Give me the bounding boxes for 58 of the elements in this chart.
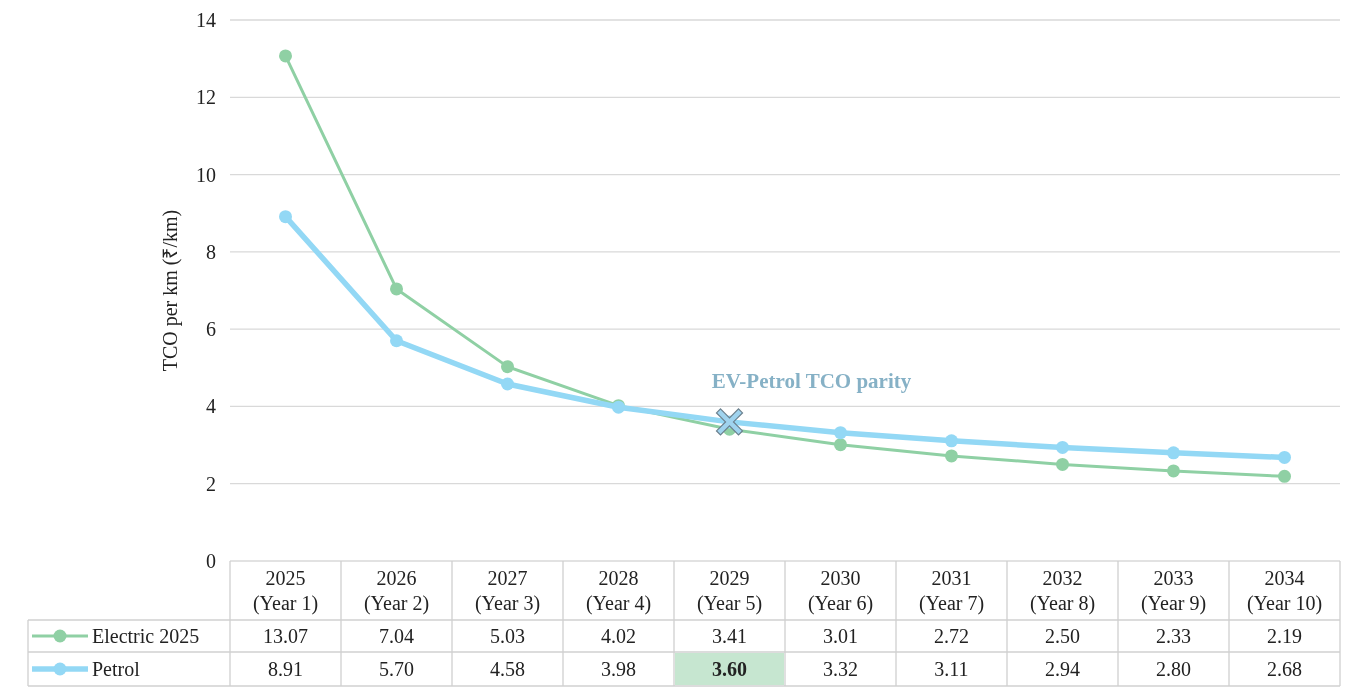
x-tick-label: 2025 (Year 1)	[252, 567, 319, 615]
point	[279, 49, 292, 63]
x-tick-label: 2026 (Year 2)	[363, 567, 430, 615]
data-label: 13.07	[263, 625, 308, 647]
y-tick-label: 4	[206, 395, 216, 418]
y-tick-label: 6	[206, 318, 216, 341]
point	[834, 426, 847, 440]
data-label: 2.50	[1045, 625, 1080, 647]
x-tick-label: 2033 (Year 9)	[1140, 567, 1207, 615]
x-tick-label: 2034 (Year 10)	[1246, 567, 1323, 615]
y-tick-label: 8	[206, 240, 216, 263]
x-tick-label: 2029 (Year 5)	[696, 567, 763, 615]
y-tick-label: 12	[196, 86, 216, 109]
data-label: 2.80	[1156, 658, 1191, 680]
x-tick-label: 2028 (Year 4)	[585, 567, 652, 615]
point	[1278, 450, 1291, 464]
point	[945, 449, 958, 463]
x-tick-label: 2030 (Year 6)	[807, 567, 874, 615]
point	[1056, 457, 1069, 471]
data-label: 3.32	[823, 658, 858, 680]
x-tick-label: 2031 (Year 7)	[918, 567, 985, 615]
y-tick-label: 10	[196, 163, 216, 186]
legend-label: Petrol	[92, 658, 141, 680]
data-label: 7.04	[379, 625, 414, 647]
data-label: 3.98	[601, 658, 636, 680]
y-tick-label: 2	[206, 472, 216, 495]
x-tick-label: 2027 (Year 3)	[474, 567, 541, 615]
data-label: 2.19	[1267, 625, 1302, 647]
point	[390, 282, 403, 296]
y-axis-title: TCO per km (₹/km)	[159, 209, 182, 372]
x-tick-label: 2032 (Year 8)	[1029, 567, 1096, 615]
legend-label: Electric 2025	[92, 625, 200, 647]
data-label: 3.11	[934, 658, 969, 680]
data-label: 8.91	[268, 658, 303, 680]
annotation: EV-Petrol TCO parity	[711, 368, 912, 393]
y-tick-label: 0	[206, 550, 216, 572]
point	[390, 334, 403, 348]
point	[1278, 469, 1291, 483]
point	[501, 360, 514, 374]
data-label: 2.68	[1267, 658, 1302, 680]
data-label: 2.94	[1045, 658, 1080, 680]
data-label: 5.70	[379, 658, 414, 680]
y-tick-label: 14	[196, 9, 216, 31]
data-label: 2.33	[1156, 625, 1191, 647]
data-label: 3.01	[823, 625, 858, 647]
data-label: 4.02	[601, 625, 636, 647]
point	[279, 210, 292, 224]
point	[1056, 440, 1069, 454]
data-label: 3.41	[712, 625, 747, 647]
data-label: 5.03	[490, 625, 525, 647]
data-label: 3.60	[712, 658, 747, 680]
point	[1167, 446, 1180, 460]
point	[945, 434, 958, 448]
point	[834, 438, 847, 452]
data-label: 2.72	[934, 625, 969, 647]
point	[1167, 464, 1180, 478]
point	[501, 377, 514, 391]
data-label: 4.58	[490, 658, 525, 680]
